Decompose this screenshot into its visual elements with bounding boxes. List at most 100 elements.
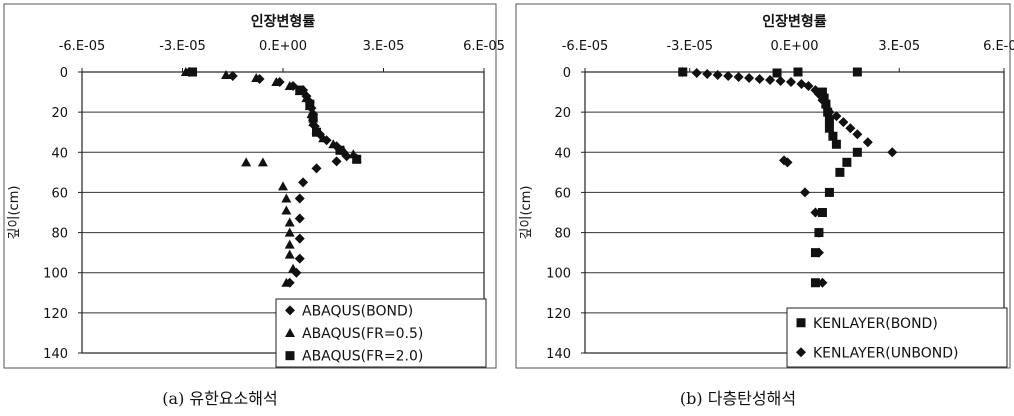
- x-tick-label: 3.E-05: [878, 39, 920, 54]
- data-point: [733, 72, 744, 83]
- series-2: [677, 67, 898, 288]
- data-point: [817, 87, 827, 97]
- data-point: [813, 227, 824, 238]
- data-point: [852, 147, 862, 157]
- data-point: [691, 68, 702, 79]
- data-point: [824, 115, 834, 125]
- figure-caption: (a) 유한요소해석: [162, 389, 277, 408]
- y-tick-label: 80: [51, 227, 68, 242]
- data-point: [677, 67, 688, 77]
- legend-marker: [285, 305, 295, 316]
- legend-label: ABAQUS(FR=0.5): [302, 326, 423, 342]
- data-point: [284, 249, 295, 259]
- data-point: [772, 68, 782, 78]
- data-point: [241, 157, 252, 167]
- data-point: [298, 177, 309, 188]
- x-tick-label: 6.E-05: [463, 39, 505, 54]
- chart-a: 인장변형률 -6.E-05 -3.E-05 0.E+00 3.E-05 6.E-05 0 20…: [3, 3, 505, 408]
- data-point: [813, 247, 824, 258]
- y-tick-label: 140: [546, 347, 571, 362]
- data-point: [887, 147, 898, 158]
- legend-box: [275, 298, 487, 368]
- data-point: [824, 187, 834, 197]
- x-tick-label: 6.E-05: [983, 39, 1014, 54]
- data-point: [852, 67, 862, 77]
- data-point: [799, 187, 810, 198]
- data-point: [284, 217, 295, 227]
- data-point: [254, 74, 265, 85]
- data-point: [817, 208, 827, 217]
- data-point: [284, 81, 295, 91]
- x-tick-label: 3.E-05: [363, 39, 405, 54]
- y-tick-label: 120: [546, 307, 571, 322]
- data-point: [221, 70, 232, 80]
- legend-marker: [796, 347, 806, 358]
- x-tick-label: 0.E+00: [770, 39, 818, 54]
- legend-label: KENLAYER(BOND): [813, 316, 938, 332]
- y-tick-label: 20: [554, 106, 571, 121]
- data-point: [842, 157, 852, 167]
- y-tick-label: 100: [43, 267, 68, 282]
- figure-caption: (b) 다층탄성해석: [680, 389, 796, 408]
- y-tick-label: 20: [51, 106, 68, 121]
- series-3: [188, 67, 362, 164]
- y-tick-label: 60: [554, 186, 571, 201]
- data-point: [824, 107, 835, 118]
- data-point: [271, 77, 282, 87]
- data-point: [251, 73, 262, 83]
- y-tick-label: 40: [51, 146, 68, 161]
- data-point: [810, 278, 820, 288]
- data-point: [188, 67, 198, 77]
- legend-box: [786, 307, 1008, 368]
- data-point: [318, 133, 329, 143]
- data-point: [754, 74, 765, 85]
- data-point: [810, 207, 821, 218]
- y-tick-label: 40: [554, 146, 571, 161]
- data-point: [744, 73, 755, 84]
- data-point: [702, 69, 713, 80]
- y-tick-label: 80: [554, 227, 571, 242]
- legend-marker: [285, 328, 295, 337]
- data-point: [831, 111, 842, 122]
- y-axis-title: 깊이(cm): [519, 186, 534, 240]
- data-point: [817, 277, 828, 288]
- x-tick-label: -3.E-05: [159, 39, 206, 54]
- data-point: [257, 157, 268, 167]
- data-point: [311, 163, 322, 174]
- y-tick-label: 100: [546, 267, 571, 282]
- data-point: [278, 181, 288, 191]
- y-tick-label: 0: [60, 66, 68, 81]
- x-tick-label: 0.E+00: [259, 39, 307, 54]
- data-point: [294, 193, 305, 204]
- chart-b: 인장변형률 -6.E-05 -3.E-05 0.E+00 3.E-05 6.E-05 0 20…: [515, 3, 1014, 408]
- data-point: [281, 277, 292, 287]
- data-point: [335, 145, 345, 155]
- x-tick-label: -6.E-05: [562, 39, 609, 54]
- data-point: [284, 239, 295, 249]
- x-axis-title: 인장변형률: [762, 13, 827, 30]
- x-tick-label: -6.E-05: [59, 39, 106, 54]
- data-point: [294, 253, 305, 264]
- data-point: [803, 81, 814, 92]
- data-point: [284, 227, 295, 237]
- data-point: [308, 113, 318, 123]
- x-tick-label: -3.E-05: [666, 39, 713, 54]
- data-point: [831, 139, 841, 149]
- data-point: [845, 123, 856, 134]
- legend-label: ABAQUS(BOND): [302, 303, 413, 319]
- data-point: [786, 77, 797, 88]
- data-point: [281, 205, 292, 215]
- legend-label: KENLAYER(UNBOND): [813, 345, 959, 361]
- y-tick-label: 140: [43, 347, 68, 362]
- data-point: [712, 70, 723, 81]
- data-point: [295, 85, 305, 95]
- data-point: [312, 127, 321, 137]
- x-axis-title: 인장변형률: [251, 13, 316, 30]
- data-point: [294, 233, 305, 244]
- data-point: [824, 123, 834, 133]
- data-point: [793, 67, 803, 77]
- legend: ABAQUS(BOND) ABAQUS(FR=0.5) ABAQUS(FR=2.0): [275, 298, 487, 368]
- data-point: [775, 76, 786, 87]
- y-tick-label: 60: [51, 186, 68, 201]
